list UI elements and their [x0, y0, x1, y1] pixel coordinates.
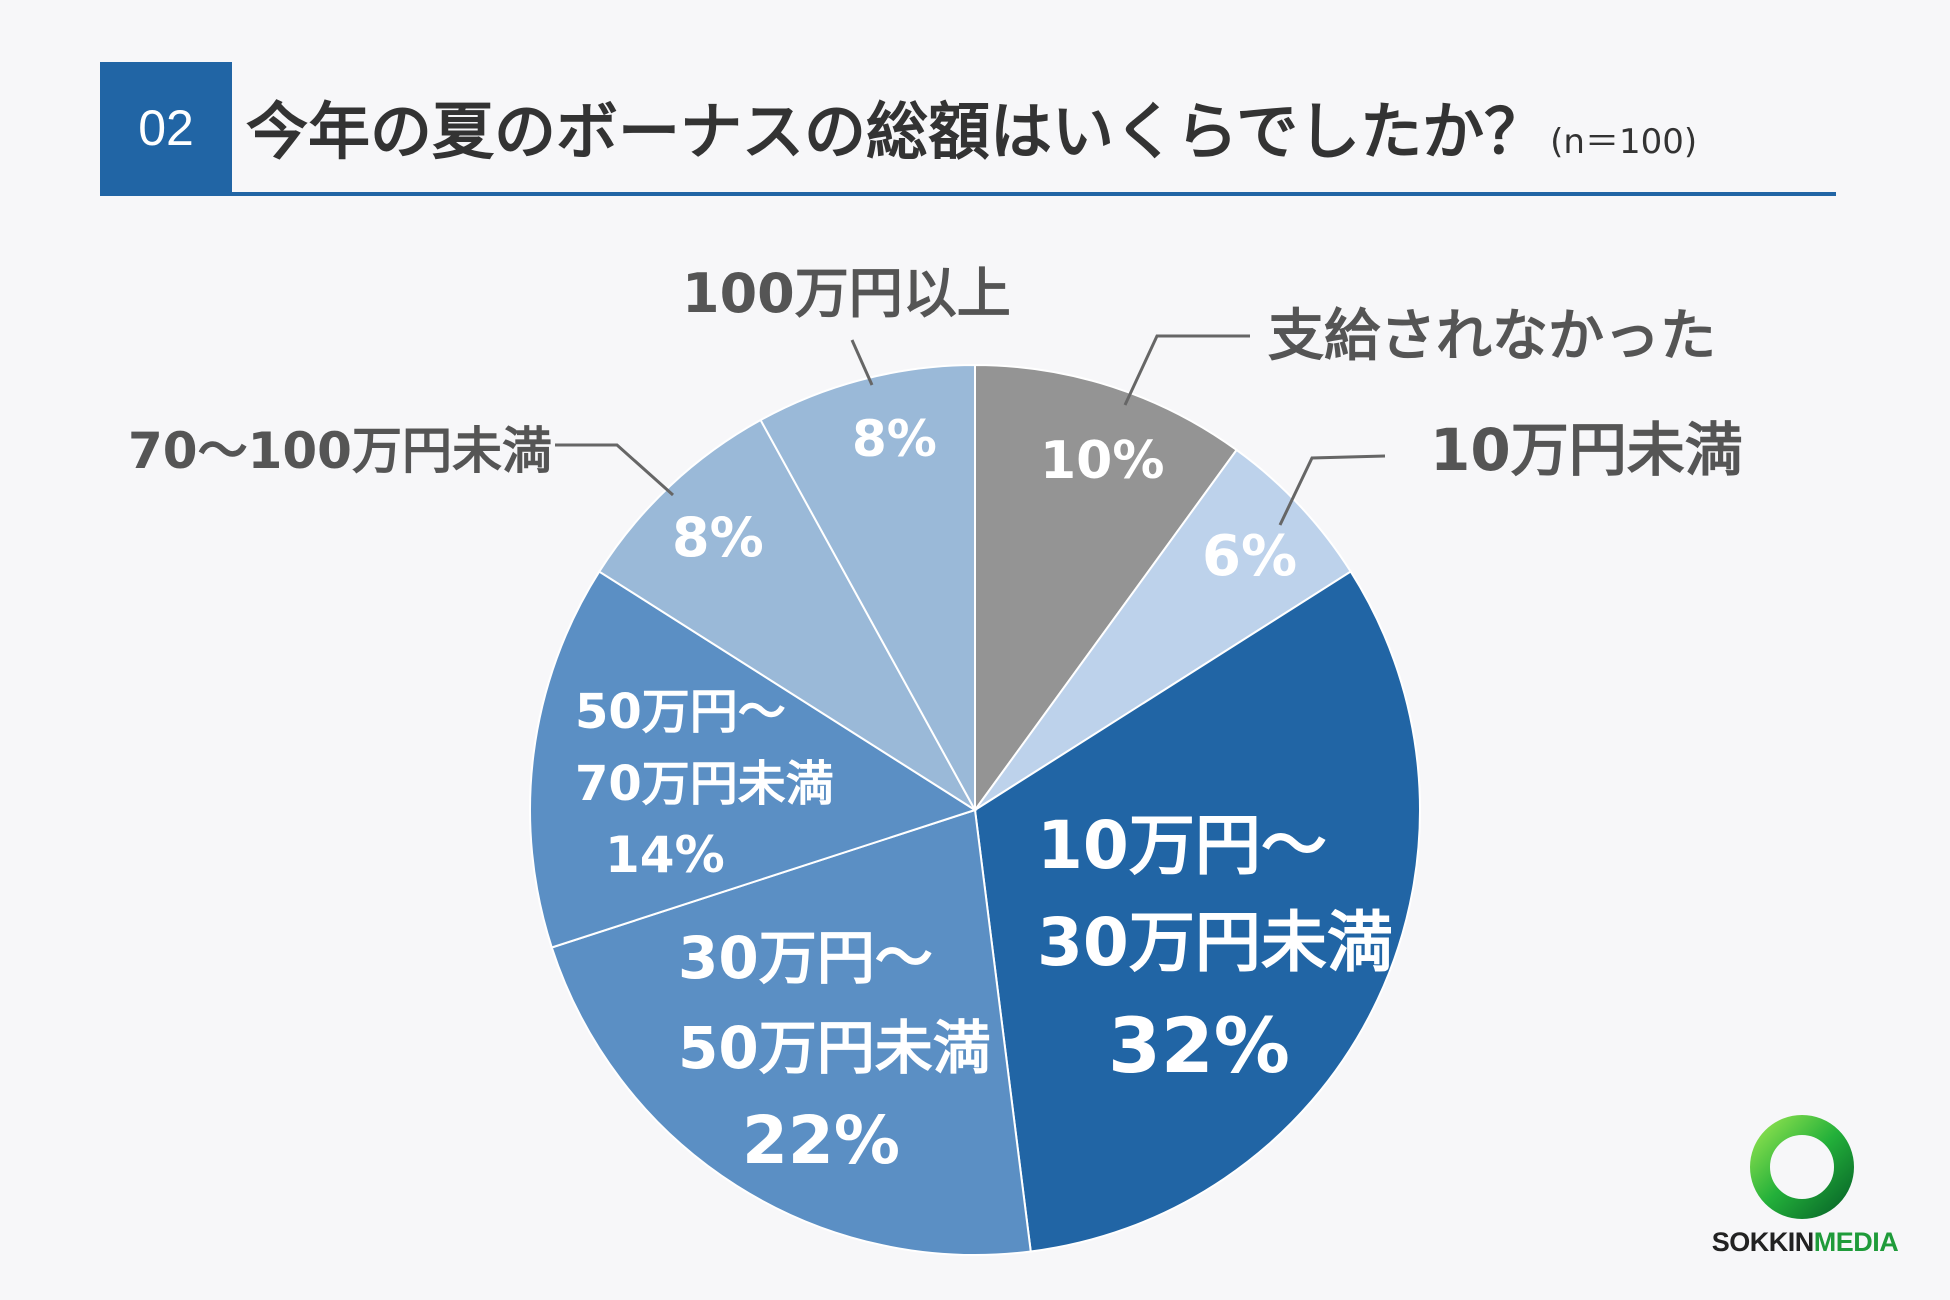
label-30-50-line1: 30万円〜	[678, 924, 933, 992]
sokkin-media-logo: SOKKINMEDIA	[1690, 1105, 1920, 1275]
label-100-over: 100万円以上	[682, 262, 1011, 325]
label-30-50-line2: 50万円未満	[678, 1014, 991, 1082]
pct-none: 10%	[1040, 431, 1164, 491]
label-70-100: 70〜100万円未満	[128, 422, 552, 480]
label-10-30-line1: 10万円〜	[1037, 807, 1327, 884]
label-50-70-line1: 50万円〜	[575, 684, 786, 740]
pie-slice-0	[974, 363, 1238, 814]
chart-title-text: 今年の夏のボーナスの総額はいくらでしたか？	[246, 95, 1547, 168]
chart-header: 02 今年の夏のボーナスの総額はいくらでしたか？ (n＝100)	[100, 62, 1836, 196]
pie-slice-1	[974, 448, 1353, 811]
pie-slice-4	[529, 570, 978, 949]
pct-30-50: 22%	[742, 1102, 900, 1179]
logo-wordmark: SOKKINMEDIA	[1690, 1227, 1920, 1258]
pie-slice-5	[597, 418, 976, 811]
pie-slices	[529, 363, 1421, 1256]
label-50-70-line2: 70万円未満	[575, 756, 834, 812]
sample-size: (n＝100)	[1550, 122, 1698, 162]
pie-slice-2	[973, 570, 1421, 1253]
label-under-10: 10万円未満	[1430, 416, 1743, 484]
pct-10-30: 32%	[1108, 1001, 1290, 1090]
header-rule	[100, 192, 1836, 196]
label-none: 支給されなかった	[1268, 304, 1716, 369]
leader-line-70-100	[555, 443, 674, 497]
pie-slice-6	[759, 363, 976, 811]
pct-70-100: 8%	[672, 506, 764, 569]
leader-line-under-10	[1278, 454, 1386, 526]
chart-title: 今年の夏のボーナスの総額はいくらでしたか？ (n＝100)	[246, 82, 1697, 182]
leader-line-none	[1123, 334, 1250, 406]
logo-word-media: MEDIA	[1813, 1227, 1899, 1257]
label-10-30-line2: 30万円未満	[1037, 904, 1393, 981]
pct-100-over: 8%	[852, 410, 937, 468]
logo-ring-icon	[1750, 1115, 1854, 1219]
leader-line-100-over	[850, 339, 874, 386]
pct-50-70: 14%	[605, 826, 725, 884]
pie-slice-3	[550, 808, 1032, 1256]
question-number-badge: 02	[100, 62, 232, 194]
logo-word-sokkin: SOKKIN	[1711, 1227, 1815, 1257]
pct-under-10: 6%	[1202, 524, 1297, 589]
